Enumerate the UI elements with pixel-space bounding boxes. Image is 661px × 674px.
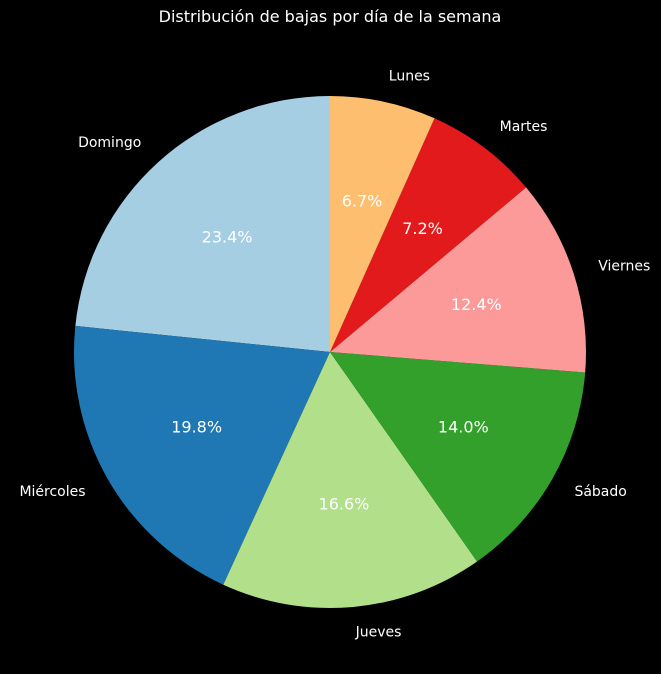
category-label-lunes: Lunes [389, 69, 430, 85]
percentage-label-viernes: 12.4% [451, 295, 502, 314]
percentage-labels: 23.4% 19.8% 16.6% 14.0% 12.4% 7.2% 6.7% [171, 191, 501, 513]
slice-martes [330, 118, 527, 352]
percentage-label-miercoles: 19.8% [171, 418, 222, 437]
category-label-martes: Martes [500, 119, 548, 135]
percentage-label-domingo: 23.4% [202, 227, 253, 246]
category-label-domingo: Domingo [78, 135, 141, 151]
slice-viernes [330, 187, 587, 373]
slice-jueves [223, 352, 478, 608]
percentage-label-martes: 7.2% [402, 219, 443, 238]
percentage-label-jueves: 16.6% [319, 494, 370, 513]
category-label-miercoles: Miércoles [19, 484, 85, 500]
category-label-sabado: Sábado [574, 484, 626, 500]
pie-slices [74, 96, 587, 608]
percentage-label-lunes: 6.7% [342, 191, 383, 210]
slice-lunes [330, 96, 435, 352]
slice-sabado [330, 352, 586, 562]
slice-domingo [75, 96, 330, 352]
category-label-jueves: Jueves [355, 624, 402, 640]
slice-miercoles [74, 325, 331, 585]
category-label-viernes: Viernes [598, 258, 650, 274]
category-labels: Domingo Miércoles Jueves Sábado Viernes Marte… [19, 69, 650, 641]
percentage-label-sabado: 14.0% [438, 418, 489, 437]
chart-title: Distribución de bajas por día de la sema… [159, 7, 502, 26]
